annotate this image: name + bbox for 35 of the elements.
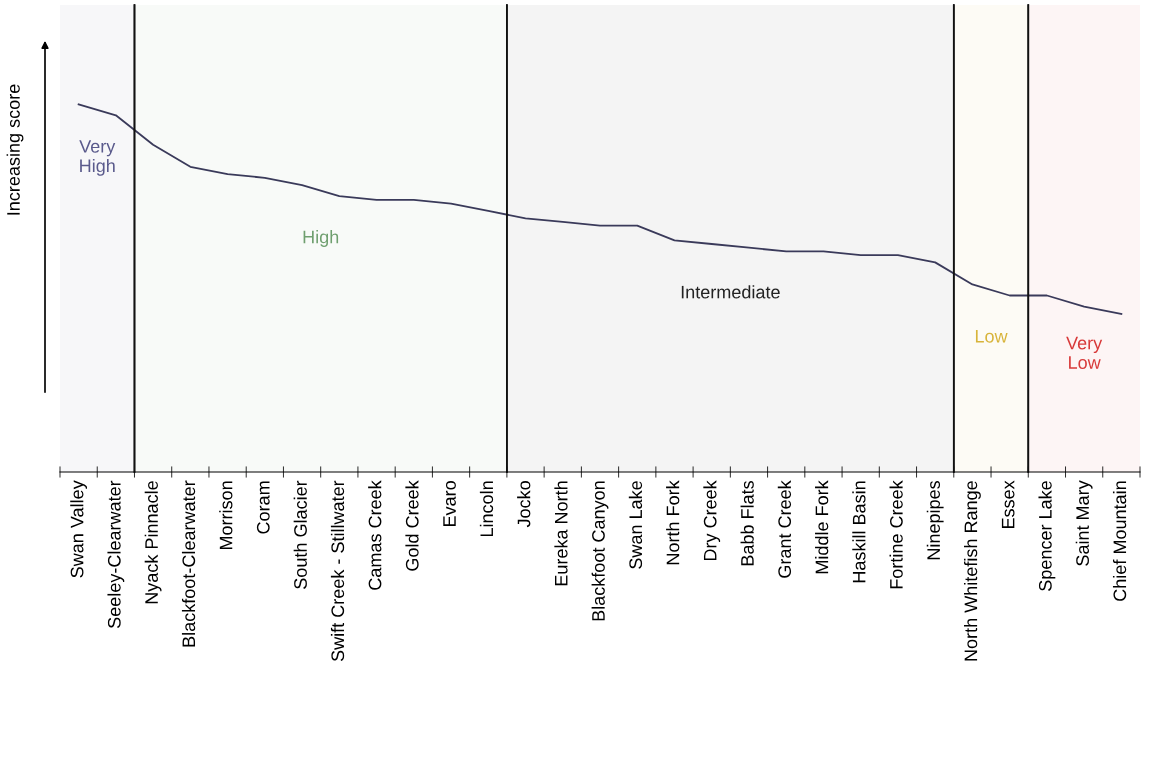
x-tick-label: North Fork bbox=[666, 480, 680, 565]
band-label: Low bbox=[975, 330, 1008, 343]
x-tick-label: North Whitefish Range bbox=[964, 481, 981, 661]
band-label: Very Low bbox=[1066, 336, 1103, 369]
band-label: Very High bbox=[79, 140, 116, 176]
x-tick-label: Lincoln bbox=[479, 481, 494, 537]
band-label: Intermediate bbox=[681, 285, 780, 299]
x-tick-label: Dry Creek bbox=[703, 480, 721, 561]
x-tick-label: Seeley-Clearwater bbox=[107, 480, 125, 629]
x-tick-label: Babb Flats bbox=[740, 480, 754, 566]
band-label: High bbox=[303, 230, 339, 247]
x-tick-label: Fortine Creek bbox=[889, 480, 903, 589]
x-tick-label: Coram bbox=[256, 481, 270, 534]
x-tick-label: Swan Lake bbox=[628, 481, 643, 569]
x-tick-label: Camas Creek bbox=[368, 480, 382, 590]
x-tick-label: Blackfoot-Clearwater bbox=[181, 480, 196, 647]
x-tick-label: Ninepipes bbox=[926, 480, 944, 560]
x-tick-label: Jocko bbox=[517, 481, 531, 528]
x-tick-label: South Glacier bbox=[293, 480, 307, 589]
x-tick-label: Saint Mary bbox=[1075, 480, 1093, 566]
x-tick-label: Swan Valley bbox=[70, 480, 88, 578]
x-tick-label: Haskill Basin bbox=[852, 481, 866, 583]
x-tick-label: Spencer Lake bbox=[1038, 481, 1056, 591]
x-tick-label: Gold Creek bbox=[405, 480, 419, 571]
x-tick-label: Grant Creek bbox=[777, 480, 792, 578]
x-tick-label: Morrison bbox=[219, 481, 233, 550]
x-tick-label: Essex bbox=[1001, 480, 1015, 529]
x-tick-label: Evaro bbox=[443, 481, 456, 527]
x-tick-label: Eureka North bbox=[554, 481, 568, 586]
x-tick-label: Swift Creek - Stillwater bbox=[330, 480, 345, 662]
x-tick-label: Blackfoot Canyon bbox=[591, 481, 609, 621]
x-tick-label: Middle Fork bbox=[815, 480, 829, 574]
y-axis-title: Increasing score bbox=[6, 84, 24, 215]
x-tick-label: Chief Mountain bbox=[1112, 481, 1127, 601]
x-tick-label: Nyack Pinnacle bbox=[144, 481, 162, 604]
